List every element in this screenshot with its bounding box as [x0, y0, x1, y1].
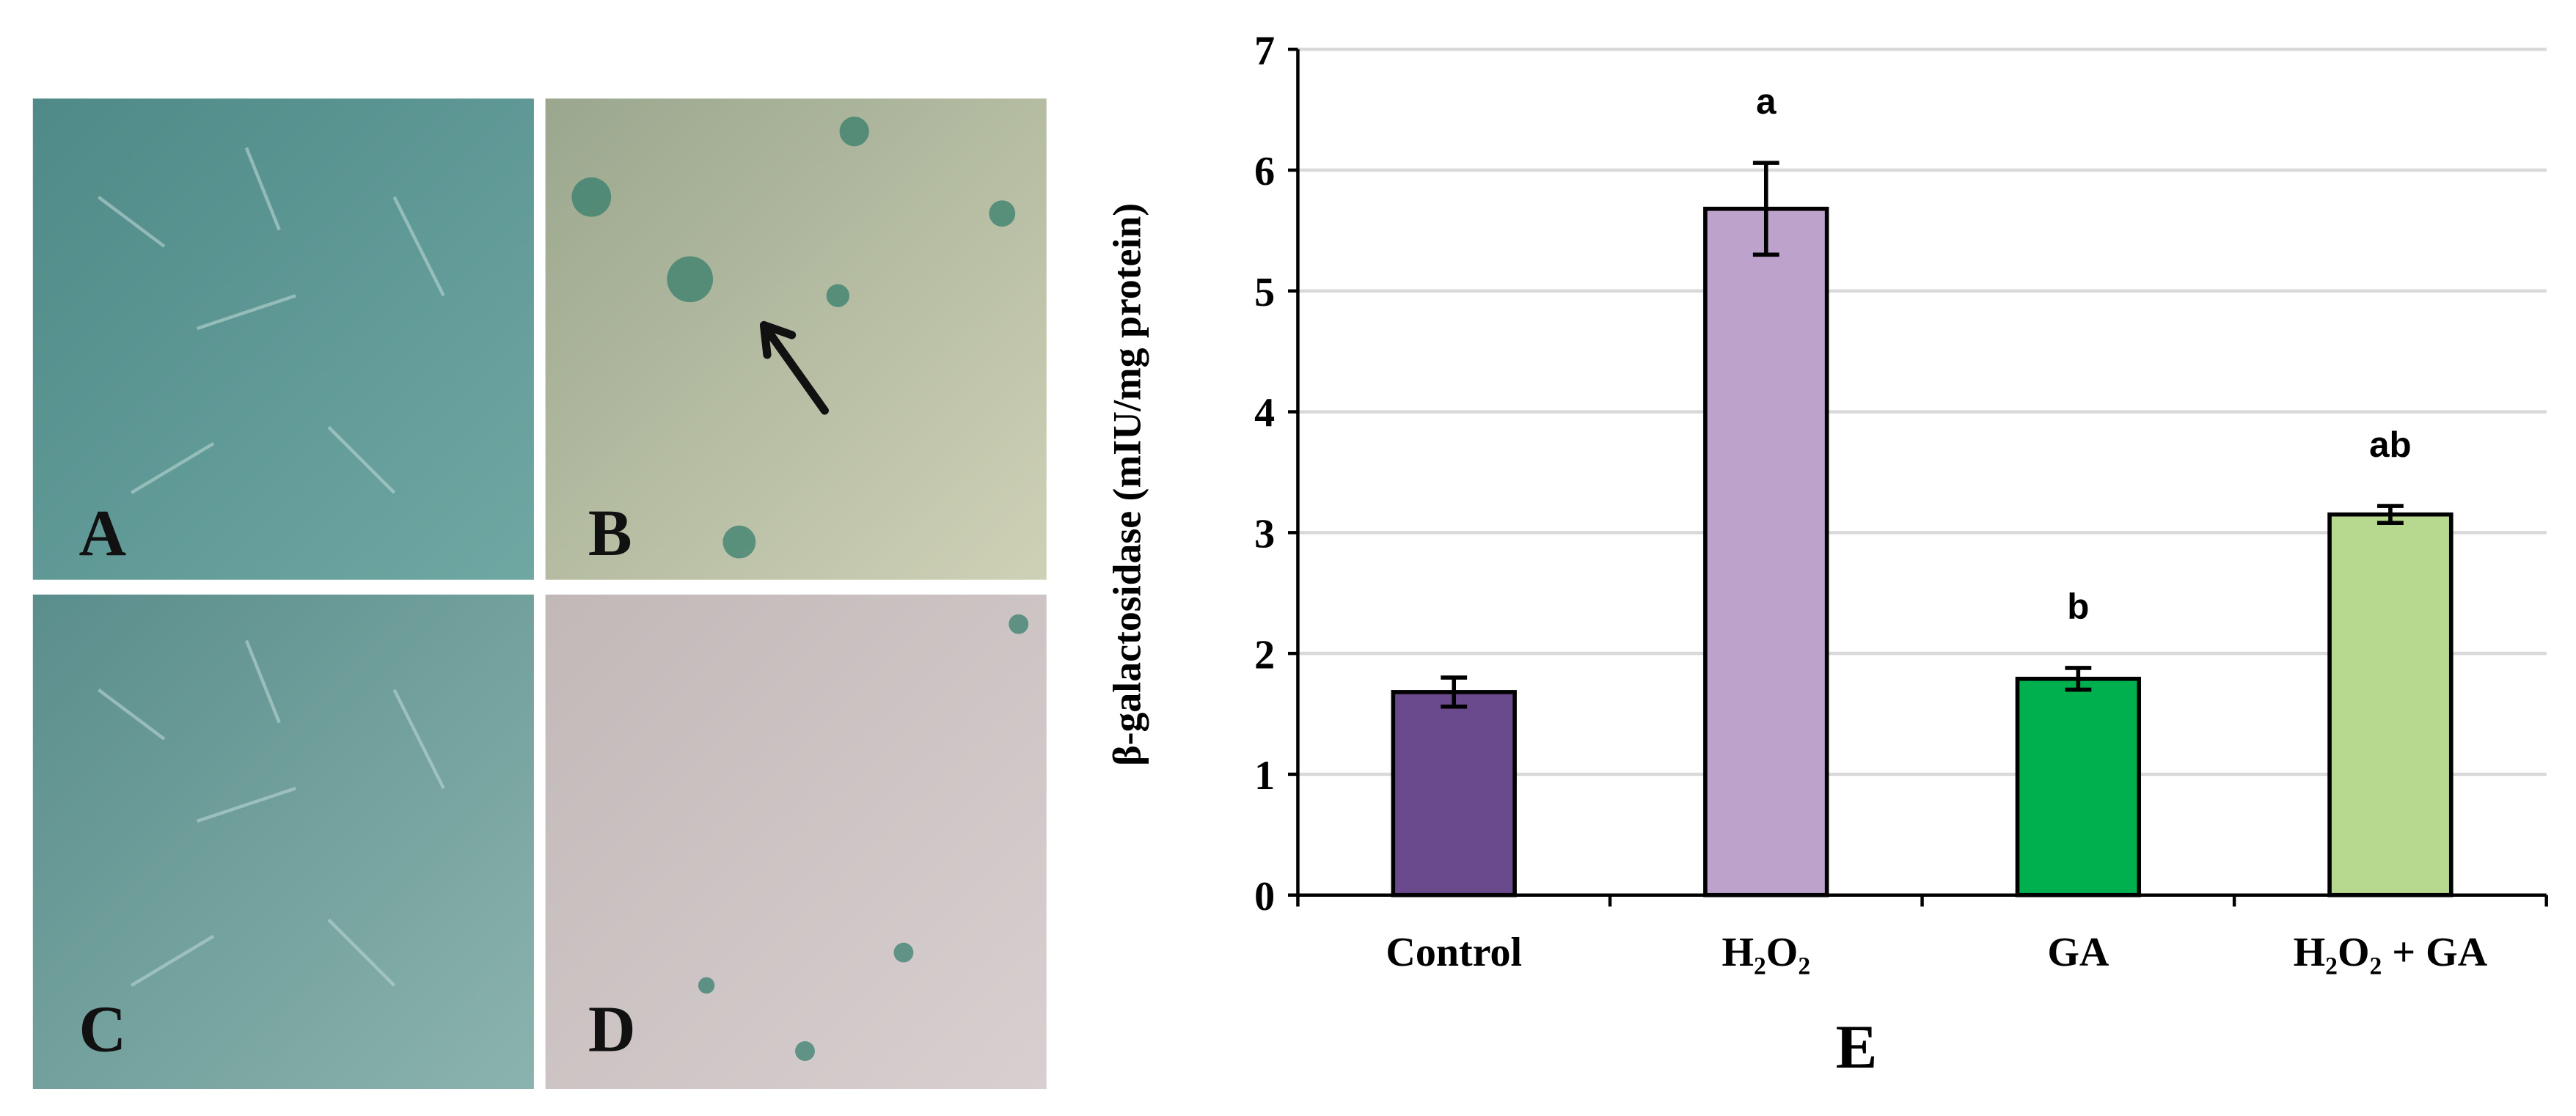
stained-cells	[571, 117, 1029, 1061]
y-tick-label: 6	[1254, 149, 1275, 194]
significance-label: a	[1756, 81, 1777, 122]
y-tick-label: 4	[1254, 391, 1275, 436]
figure-label: E	[1836, 1013, 1878, 1082]
y-tick-label: 7	[1254, 28, 1275, 73]
arrow	[759, 320, 829, 415]
bar	[2327, 512, 2454, 897]
panel-a-image	[32, 98, 534, 580]
x-tick-label: GA	[2047, 930, 2110, 975]
y-axis-label: β-galactosidase (mIU/mg protein)	[1105, 203, 1149, 766]
error-bar	[2065, 666, 2092, 692]
cell-texture	[98, 147, 445, 987]
bar	[1391, 690, 1517, 897]
bar	[2015, 676, 2142, 897]
y-tick-label: 1	[1254, 753, 1275, 799]
error-bar	[1752, 161, 1779, 257]
x-tick-label: Control	[1386, 930, 1522, 975]
significance-label: b	[2067, 587, 2089, 627]
panel-c-image	[32, 594, 534, 1090]
x-tick-label: H₂O₂ + GA	[2294, 930, 2488, 975]
panel-label: D	[588, 993, 636, 1065]
panel-b-image	[545, 98, 1047, 580]
error-bar	[2376, 504, 2404, 525]
panel-label: C	[79, 993, 127, 1065]
x-tick-label: H₂O₂	[1721, 930, 1810, 975]
panel-d-image	[545, 594, 1047, 1090]
bar	[1703, 206, 1829, 897]
error-bar	[1441, 675, 1468, 709]
micrographs: A B C D	[32, 98, 1047, 1090]
significance-label: ab	[2369, 425, 2412, 465]
panel-label: A	[79, 497, 127, 570]
y-tick-label: 0	[1254, 874, 1275, 919]
y-tick-label: 3	[1254, 512, 1275, 557]
y-tick-label: 2	[1254, 632, 1275, 678]
y-tick-label: 5	[1254, 270, 1275, 315]
panel-label: B	[588, 497, 632, 570]
